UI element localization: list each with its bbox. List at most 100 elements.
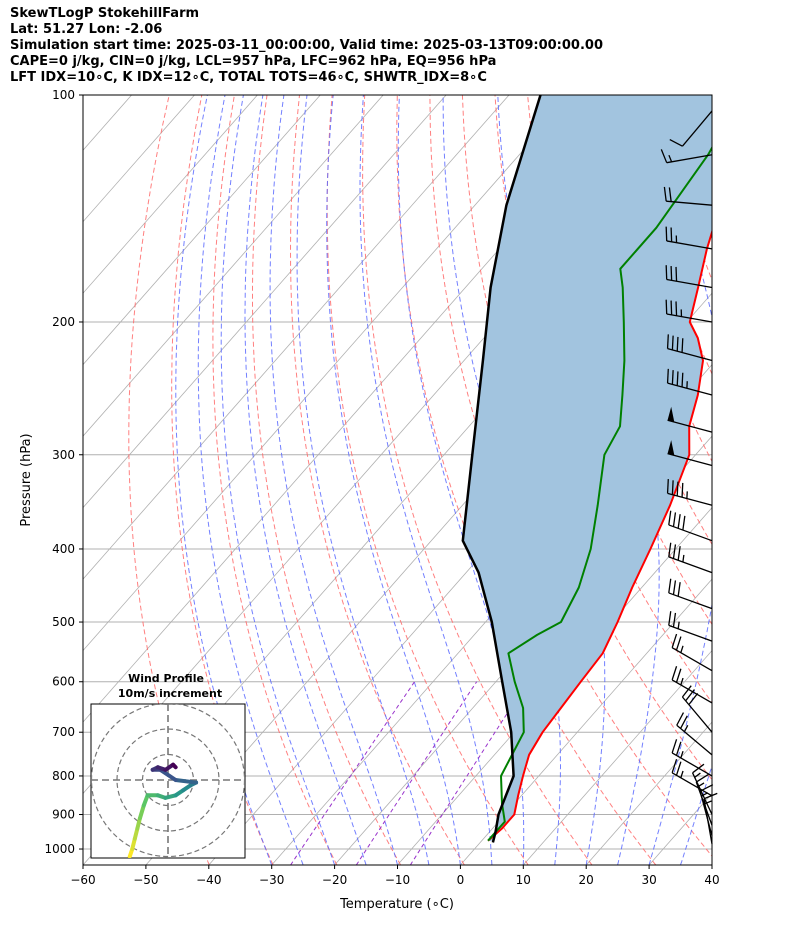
wind-barbs	[660, 110, 718, 845]
wind-barb-shaft	[667, 348, 713, 362]
inset-content	[91, 704, 245, 858]
wind-barb-feather	[680, 715, 688, 729]
wind-barb-feather	[677, 582, 681, 597]
wind-barb-half-feather	[682, 554, 685, 563]
wind-barb-feather	[665, 265, 668, 280]
moist-adiabat	[680, 764, 712, 865]
moist-adiabat	[220, 95, 336, 865]
moist-adiabat	[244, 95, 367, 865]
wind-barb-shaft	[667, 419, 713, 433]
wind-barb-feather	[695, 773, 709, 783]
wind-barb-pennant	[667, 406, 675, 423]
hodograph-segment	[158, 767, 178, 782]
wind-barb-pennant	[667, 440, 675, 456]
y-tick-label: 100	[52, 88, 75, 102]
wind-barb-half-feather	[683, 725, 689, 732]
isotherm-line	[83, 95, 321, 366]
wind-barb-feather	[666, 368, 669, 384]
x-axis-title: Temperature (∘C)	[339, 897, 454, 912]
x-tick-label: 20	[579, 873, 594, 887]
wind-barb-feather	[675, 636, 682, 651]
wind-barb-shaft	[668, 592, 713, 610]
wind-barb-feather	[671, 666, 678, 681]
wind-barb-shaft	[666, 154, 713, 164]
wind-barb	[671, 739, 713, 777]
dry-adiabat	[252, 95, 402, 865]
moist-adiabat	[269, 95, 398, 865]
wind-barb-shaft	[668, 524, 713, 542]
isotherm-line	[711, 864, 712, 865]
y-tick-label: 800	[52, 769, 75, 783]
isotherm-line	[83, 95, 447, 509]
simulation-times: Simulation start time: 2025-03-11_00:00:…	[10, 38, 603, 53]
wind-barb-shaft	[681, 110, 713, 147]
wind-barb-shaft	[666, 278, 713, 289]
dry-adiabat	[289, 95, 465, 865]
wind-barb	[666, 479, 713, 506]
wind-barb-feather	[672, 544, 677, 559]
wind-barb-shaft	[668, 556, 713, 574]
wind-barb-feather	[681, 685, 692, 698]
wind-barb-feather	[668, 542, 672, 558]
cape-shading	[462, 95, 712, 841]
dry-adiabat	[723, 95, 794, 865]
moist-adiabat	[711, 863, 712, 865]
wind-barb	[668, 578, 713, 610]
wind-barb-feather	[665, 299, 668, 315]
wind-barb-feather	[660, 149, 668, 163]
wind-profile-inset: Wind Profile 10m/s increment	[90, 672, 246, 859]
y-tick-label: 600	[52, 675, 75, 689]
wind-barb-feather	[668, 611, 672, 626]
x-tick-label: −40	[196, 873, 221, 887]
y-axis-title: Pressure (hPa)	[19, 433, 34, 526]
wind-barb	[667, 440, 713, 467]
wind-barb-feather	[671, 633, 678, 648]
isotherm-line	[83, 95, 384, 437]
wind-barb-feather	[681, 482, 684, 498]
wind-barb-feather	[666, 479, 669, 494]
wind-barb-feather	[670, 300, 673, 315]
wind-barb	[666, 368, 713, 396]
dry-adiabat	[756, 95, 794, 865]
x-tick-label: −50	[133, 873, 158, 887]
wind-barb	[669, 110, 713, 147]
x-tick-label: −10	[385, 873, 410, 887]
moist-adiabat	[326, 95, 461, 865]
wind-barb-shaft	[671, 772, 713, 797]
wind-barb-half-feather	[680, 770, 684, 779]
wind-barb	[665, 265, 713, 289]
convective-parameters: CAPE=0 j/kg, CIN=0 j/kg, LCL=957 hPa, LF…	[10, 54, 497, 69]
hodograph-segment	[137, 803, 146, 821]
wind-barb-feather	[677, 514, 681, 529]
wind-barb-feather	[663, 186, 667, 202]
x-tick-label: −20	[322, 873, 347, 887]
hodograph-segment	[173, 778, 199, 785]
wind-barb-feather	[670, 266, 673, 281]
parcel-profile-line	[461, 95, 542, 843]
wind-barb-feather	[665, 226, 668, 241]
wind-barb-shaft	[666, 313, 713, 323]
wind-barb-feather	[675, 761, 682, 776]
axis-layer: −60 −50 −40 −30 −20 −10 0 10 20 30 40 100 200 300 400 5…	[44, 88, 719, 887]
dry-adiabat	[362, 95, 593, 865]
mixing-ratio-line	[355, 681, 478, 865]
wind-barb-feather	[672, 580, 677, 595]
wind-barb-feather	[688, 692, 699, 706]
wind-barb	[681, 685, 713, 733]
wind-barb-feather	[671, 480, 674, 495]
wind-barb-half-feather	[680, 677, 684, 686]
wind-barb-shaft	[691, 772, 713, 815]
wind-barb-feather	[676, 371, 679, 386]
x-tick-label: 30	[641, 873, 656, 887]
wind-barb	[668, 611, 713, 642]
wind-barb-half-feather	[680, 750, 684, 759]
wind-barb-feather	[666, 334, 669, 349]
wind-barb-half-feather	[694, 772, 701, 778]
y-tick-label: 1000	[44, 842, 75, 856]
wind-barb-shaft	[667, 382, 713, 396]
wind-barb	[663, 186, 713, 206]
y-tick-label: 200	[52, 315, 75, 329]
wind-barb-feather	[675, 301, 678, 316]
moist-adiabat	[197, 95, 304, 865]
